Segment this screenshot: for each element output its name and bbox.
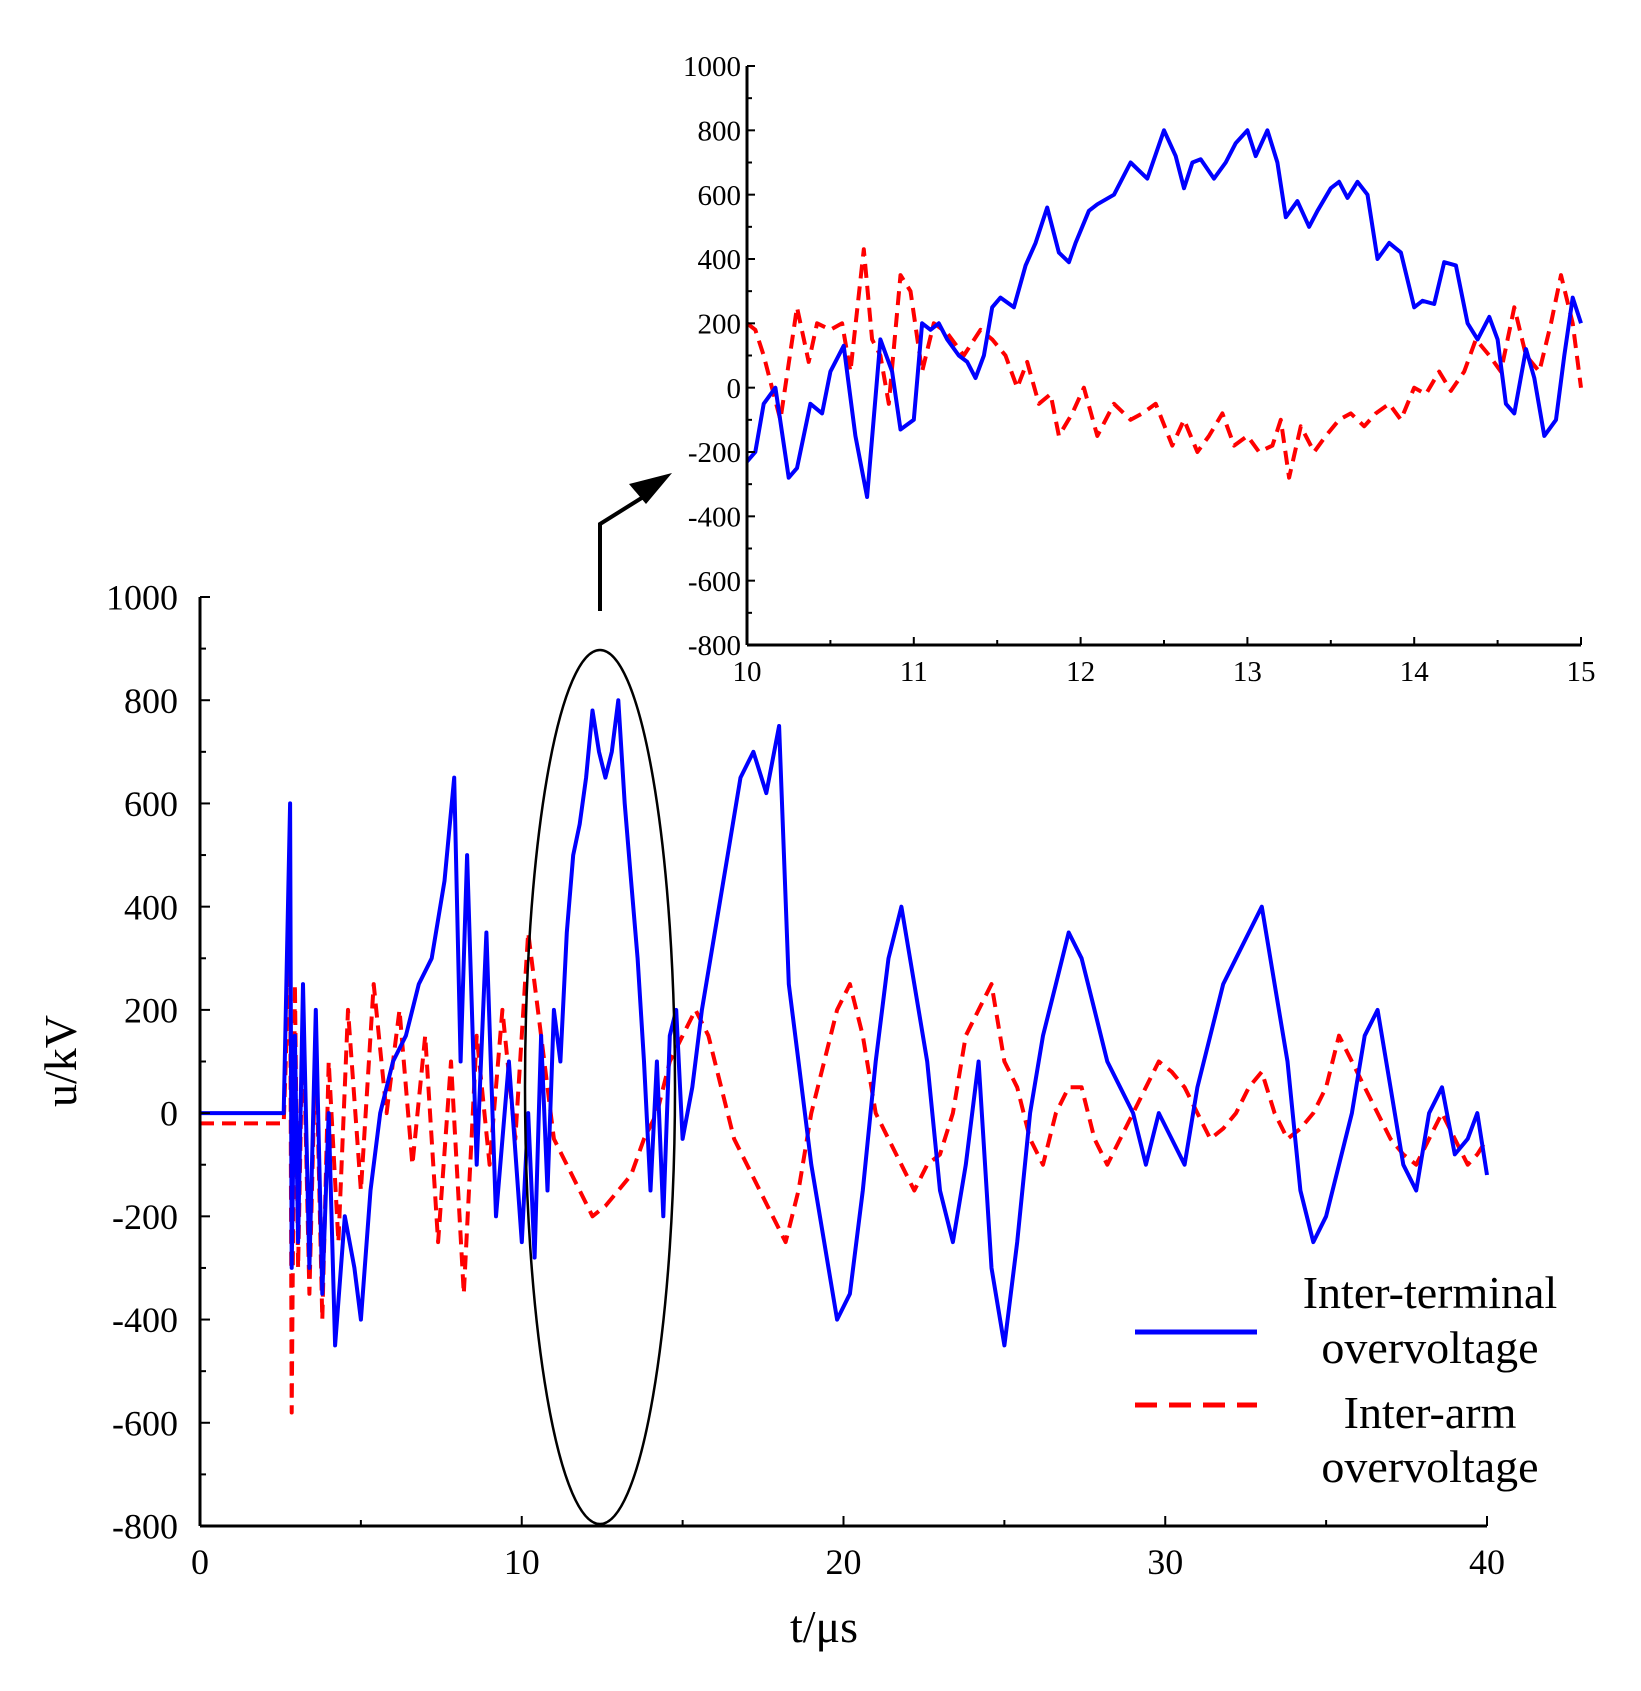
- main-y-tick-label: 400: [124, 887, 178, 927]
- main-series-inter-terminal: [200, 698, 1489, 1348]
- main-y-tick-label: -400: [112, 1300, 178, 1340]
- main-series-inter-arm: [200, 930, 1489, 1415]
- legend-label-inter-terminal-line2: overvoltage: [1321, 1322, 1538, 1373]
- main-y-tick-label: -600: [112, 1403, 178, 1443]
- inset-y-tick-label: -600: [688, 566, 741, 598]
- inset-x-tick-label: 14: [1400, 656, 1430, 688]
- inset-x-tick-label: 15: [1567, 656, 1596, 688]
- legend-label-inter-arm-line1: Inter-arm: [1344, 1387, 1517, 1438]
- inset-y-tick-label: 0: [727, 373, 742, 405]
- inset-y-tick-label: 200: [698, 308, 742, 340]
- main-x-tick-label: 0: [191, 1542, 209, 1582]
- main-x-axis-title: t/μs: [790, 1601, 858, 1652]
- main-x-tick-label: 30: [1147, 1542, 1183, 1582]
- inset-y-tick-label: 800: [698, 115, 742, 147]
- main-y-tick-label: 0: [160, 1094, 178, 1134]
- main-y-tick-label: -800: [112, 1507, 178, 1547]
- inset-series-inter-terminal: [745, 128, 1583, 499]
- inset-x-tick-label: 10: [733, 656, 762, 688]
- main-x-tick-label: 10: [504, 1542, 540, 1582]
- inset-x-tick-label: 13: [1233, 656, 1262, 688]
- main-y-tick-label: 200: [124, 990, 178, 1030]
- main-y-tick-label: -200: [112, 1197, 178, 1237]
- inset-y-tick-label: -400: [688, 501, 741, 533]
- legend-label-inter-terminal-line1: Inter-terminal: [1303, 1267, 1558, 1318]
- legend-label-inter-arm-line2: overvoltage: [1321, 1441, 1538, 1492]
- main-y-axis-title: u/kV: [35, 1015, 86, 1107]
- main-y-tick-label: 600: [124, 784, 178, 824]
- inset-y-tick-label: -200: [688, 437, 741, 469]
- main-y-tick-label: 1000: [106, 578, 178, 618]
- inset-y-tick-label: 600: [698, 180, 742, 212]
- inset-y-tick-label: 1000: [683, 51, 741, 83]
- zoom-arrow-line: [598, 492, 650, 611]
- main-y-tick-label: 800: [124, 681, 178, 721]
- inset-series-group: [745, 128, 1583, 499]
- inset-chart: 10 11 12 13 14 15 1000 800 600 400 200 0 -200 -400 -60…: [683, 51, 1596, 688]
- zoom-region-ellipse: [523, 648, 677, 1526]
- legend: Inter-terminal overvoltage Inter-arm ove…: [1135, 1267, 1557, 1492]
- inset-y-tick-label: -800: [688, 630, 741, 662]
- inset-series-inter-arm: [745, 247, 1583, 480]
- main-x-tick-label: 20: [826, 1542, 862, 1582]
- main-x-tick-label: 40: [1469, 1542, 1505, 1582]
- main-series-group: [200, 698, 1489, 1415]
- inset-y-tick-label: 400: [698, 244, 742, 276]
- main-ticks-group: 0 10 20 30 40 1000 800 600 400 200 0 -200 -400 -600 -8…: [106, 578, 1505, 1582]
- inset-ticks-group: 10 11 12 13 14 15 1000 800 600 400 200 0 -200 -400 -60…: [683, 51, 1596, 688]
- inset-x-tick-label: 11: [900, 656, 928, 688]
- zoom-arrow-head: [629, 473, 672, 504]
- inset-x-tick-label: 12: [1066, 656, 1095, 688]
- main-chart: 0 10 20 30 40 1000 800 600 400 200 0 -200 -400 -600 -8…: [35, 578, 1505, 1652]
